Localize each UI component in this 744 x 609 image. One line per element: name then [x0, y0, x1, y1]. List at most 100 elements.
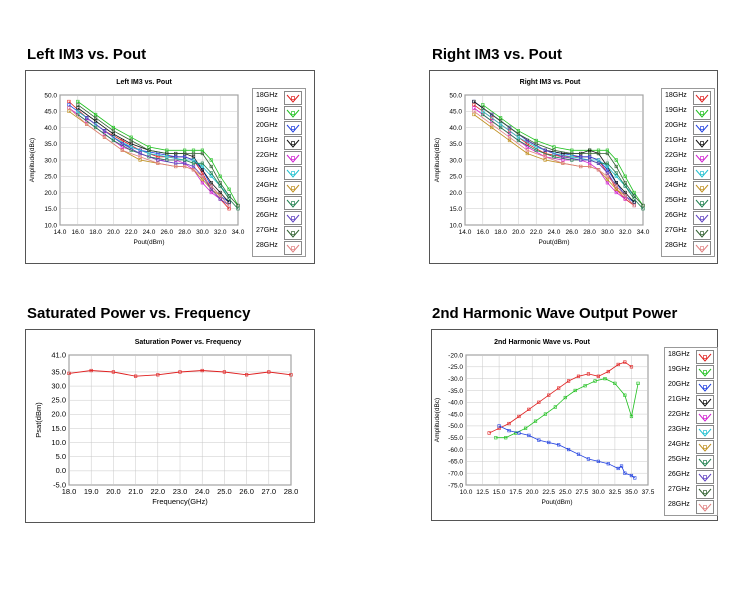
legend-label: 20GHz: [256, 122, 278, 129]
x-axis-label: Pout(dBm): [133, 239, 164, 246]
data-point: [200, 171, 205, 175]
data-point: [623, 194, 627, 198]
data-point: [603, 377, 607, 381]
data-point: [547, 393, 551, 397]
data-point: [623, 360, 627, 364]
y-tick-label: -45.0: [448, 411, 463, 418]
data-point: [523, 426, 528, 430]
legend-swatch: [693, 91, 711, 105]
data-point: [129, 135, 133, 139]
data-point: [588, 155, 592, 159]
legend-item: 19GHz: [662, 105, 714, 120]
x-tick-label: 10.0: [460, 489, 473, 496]
data-point: [561, 161, 565, 165]
data-point: [583, 384, 587, 388]
legend-label: 28GHz: [665, 242, 687, 249]
y-tick-label: 0.0: [56, 466, 66, 475]
data-point: [499, 119, 503, 123]
series-line: [498, 425, 636, 479]
data-point: [547, 440, 551, 445]
legend-label: 19GHz: [256, 107, 278, 114]
data-point: [227, 207, 231, 211]
data-point: [481, 103, 485, 107]
left-im3-chart: Left IM3 vs. Pout 14.0 16.0 18.0 20.0 22.0 24.…: [29, 79, 245, 246]
x-tick-label: 24.0: [548, 229, 561, 236]
legend-label: 18GHz: [256, 92, 278, 99]
legend-swatch: [284, 91, 302, 105]
x-tick-label: 16.0: [476, 229, 489, 236]
data-point: [613, 381, 617, 385]
legend-item: 27GHz: [665, 484, 717, 499]
data-point: [120, 142, 124, 146]
data-point: [85, 116, 89, 120]
plot-area: [465, 354, 649, 486]
series-18ghz: [487, 360, 634, 435]
legend-swatch: [693, 196, 711, 210]
data-point: [561, 155, 565, 159]
data-point: [507, 132, 512, 136]
data-point: [76, 106, 80, 110]
data-point: [218, 174, 222, 178]
data-point: [289, 373, 293, 377]
y-axis-label: Amplitude(dBc): [29, 138, 36, 182]
data-point: [76, 99, 80, 104]
data-point: [227, 194, 231, 198]
legend-swatch: [696, 440, 714, 454]
legend-label: 21GHz: [668, 396, 690, 403]
data-point: [514, 431, 518, 435]
y-tick-label: 25.0: [44, 174, 57, 181]
data-point: [553, 405, 557, 409]
data-point: [614, 174, 618, 178]
legend-item: 25GHz: [662, 195, 714, 210]
y-tick-label: -70.0: [448, 470, 463, 477]
data-point: [227, 203, 231, 208]
series-28ghz: [67, 106, 231, 208]
data-point: [490, 112, 494, 117]
data-point: [481, 109, 485, 113]
data-point: [120, 148, 124, 152]
data-point: [156, 373, 160, 377]
data-point: [209, 190, 213, 195]
data-point: [487, 431, 491, 435]
legend-item: 22GHz: [665, 409, 717, 424]
data-point: [534, 148, 538, 152]
right-im3-legend: 18GHz 19GHz 20GHz 21GHz 22GHz 23GHz 24GHz 25GHz…: [661, 88, 715, 257]
series-line: [77, 101, 239, 206]
y-tick-label: 20.0: [44, 190, 57, 197]
data-point: [165, 151, 169, 156]
legend-item: 21GHz: [665, 394, 717, 409]
data-point: [596, 158, 601, 162]
data-point: [614, 184, 618, 188]
legend-swatch: [284, 136, 302, 150]
legend-label: 23GHz: [668, 426, 690, 433]
legend-label: 20GHz: [668, 381, 690, 388]
data-point: [632, 197, 636, 201]
data-point: [552, 148, 556, 152]
legend-swatch: [696, 365, 714, 379]
data-point: [614, 171, 618, 175]
y-tick-label: 45.0: [44, 109, 57, 116]
data-point: [616, 362, 620, 367]
y-axis-label: Amplitude(dBc): [434, 138, 441, 182]
data-point: [111, 129, 115, 133]
legend-item: 24GHz: [665, 439, 717, 454]
legend-swatch: [284, 151, 302, 165]
data-point: [209, 181, 213, 185]
y-tick-label: -20.0: [448, 352, 463, 359]
data-point: [534, 138, 538, 143]
data-point: [632, 190, 636, 195]
data-point: [200, 174, 205, 178]
data-point: [174, 164, 178, 169]
data-point: [490, 116, 494, 120]
data-point: [533, 419, 538, 423]
x-tick-label: 18.0: [494, 229, 507, 236]
data-point: [516, 129, 520, 133]
data-point: [588, 158, 592, 162]
data-point: [557, 443, 561, 447]
data-point: [67, 371, 71, 375]
data-point: [507, 125, 512, 130]
legend-label: 19GHz: [665, 107, 687, 114]
data-point: [200, 161, 205, 165]
legend-label: 25GHz: [668, 456, 690, 463]
data-point: [218, 184, 222, 188]
